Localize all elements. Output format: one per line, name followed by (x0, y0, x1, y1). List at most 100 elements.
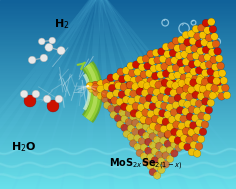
Circle shape (142, 132, 150, 140)
Circle shape (178, 142, 186, 149)
Bar (0, 57, 236, 59)
Circle shape (178, 66, 186, 74)
Circle shape (198, 81, 206, 89)
Circle shape (120, 83, 128, 90)
Circle shape (172, 64, 180, 71)
Circle shape (164, 111, 172, 118)
Circle shape (148, 87, 155, 94)
Circle shape (182, 31, 190, 39)
Circle shape (97, 80, 105, 88)
Bar (0, 83, 236, 85)
Circle shape (143, 85, 151, 93)
Bar (0, 87, 236, 90)
Circle shape (116, 121, 124, 128)
Circle shape (92, 84, 99, 91)
Circle shape (160, 125, 168, 133)
Circle shape (211, 33, 218, 40)
Circle shape (159, 78, 166, 86)
Bar (0, 153, 236, 156)
Circle shape (189, 87, 196, 95)
Circle shape (144, 101, 151, 109)
Circle shape (47, 100, 59, 112)
Bar (0, 156, 236, 158)
Circle shape (130, 77, 138, 84)
Circle shape (151, 148, 159, 155)
Circle shape (131, 128, 139, 136)
Circle shape (180, 92, 188, 100)
Circle shape (20, 90, 28, 98)
Circle shape (195, 40, 203, 47)
Bar (0, 2, 236, 5)
Circle shape (175, 114, 182, 121)
Circle shape (157, 130, 165, 138)
Circle shape (88, 85, 96, 93)
Bar (0, 175, 236, 177)
Circle shape (106, 91, 114, 99)
Bar (0, 102, 236, 104)
Bar (0, 139, 236, 142)
Circle shape (102, 79, 110, 86)
Bar (0, 92, 236, 94)
Bar (0, 54, 236, 57)
Bar (0, 5, 236, 7)
Circle shape (195, 143, 203, 150)
Circle shape (160, 137, 167, 144)
Circle shape (155, 64, 163, 71)
Circle shape (130, 109, 138, 117)
Circle shape (177, 106, 184, 114)
Bar (0, 59, 236, 61)
Circle shape (183, 88, 191, 96)
Circle shape (175, 52, 183, 59)
Circle shape (111, 97, 118, 104)
Circle shape (194, 59, 201, 67)
Circle shape (171, 149, 178, 157)
Circle shape (93, 89, 100, 96)
Circle shape (142, 123, 150, 131)
Circle shape (186, 136, 193, 144)
Circle shape (149, 142, 156, 149)
Circle shape (134, 95, 142, 103)
Circle shape (108, 96, 115, 104)
Circle shape (40, 54, 48, 62)
Circle shape (201, 121, 209, 128)
Circle shape (179, 139, 187, 146)
Circle shape (147, 110, 155, 118)
Text: H$_2$O: H$_2$O (11, 140, 36, 154)
Bar (0, 31, 236, 33)
Circle shape (114, 105, 122, 113)
Circle shape (160, 146, 167, 153)
Bar (0, 61, 236, 64)
Circle shape (188, 127, 195, 135)
Circle shape (202, 46, 210, 54)
Bar (0, 52, 236, 54)
Circle shape (166, 119, 174, 127)
Circle shape (155, 87, 162, 94)
Circle shape (122, 67, 130, 74)
Circle shape (155, 81, 162, 89)
Circle shape (158, 48, 165, 55)
Bar (0, 121, 236, 123)
Bar (0, 36, 236, 38)
Circle shape (97, 92, 105, 100)
Circle shape (194, 33, 201, 40)
Circle shape (187, 80, 194, 88)
Circle shape (202, 98, 209, 105)
Circle shape (188, 60, 196, 68)
Circle shape (193, 150, 201, 157)
Circle shape (103, 101, 111, 109)
Circle shape (132, 61, 140, 68)
Circle shape (155, 142, 163, 150)
Bar (0, 26, 236, 28)
Circle shape (209, 92, 216, 99)
Circle shape (220, 77, 228, 84)
Circle shape (222, 84, 229, 92)
Circle shape (173, 120, 180, 128)
Circle shape (149, 80, 157, 87)
Circle shape (197, 47, 204, 55)
Circle shape (131, 119, 139, 127)
Circle shape (196, 77, 203, 84)
Bar (0, 7, 236, 9)
Bar (0, 123, 236, 125)
Circle shape (161, 63, 168, 70)
Circle shape (191, 45, 198, 52)
